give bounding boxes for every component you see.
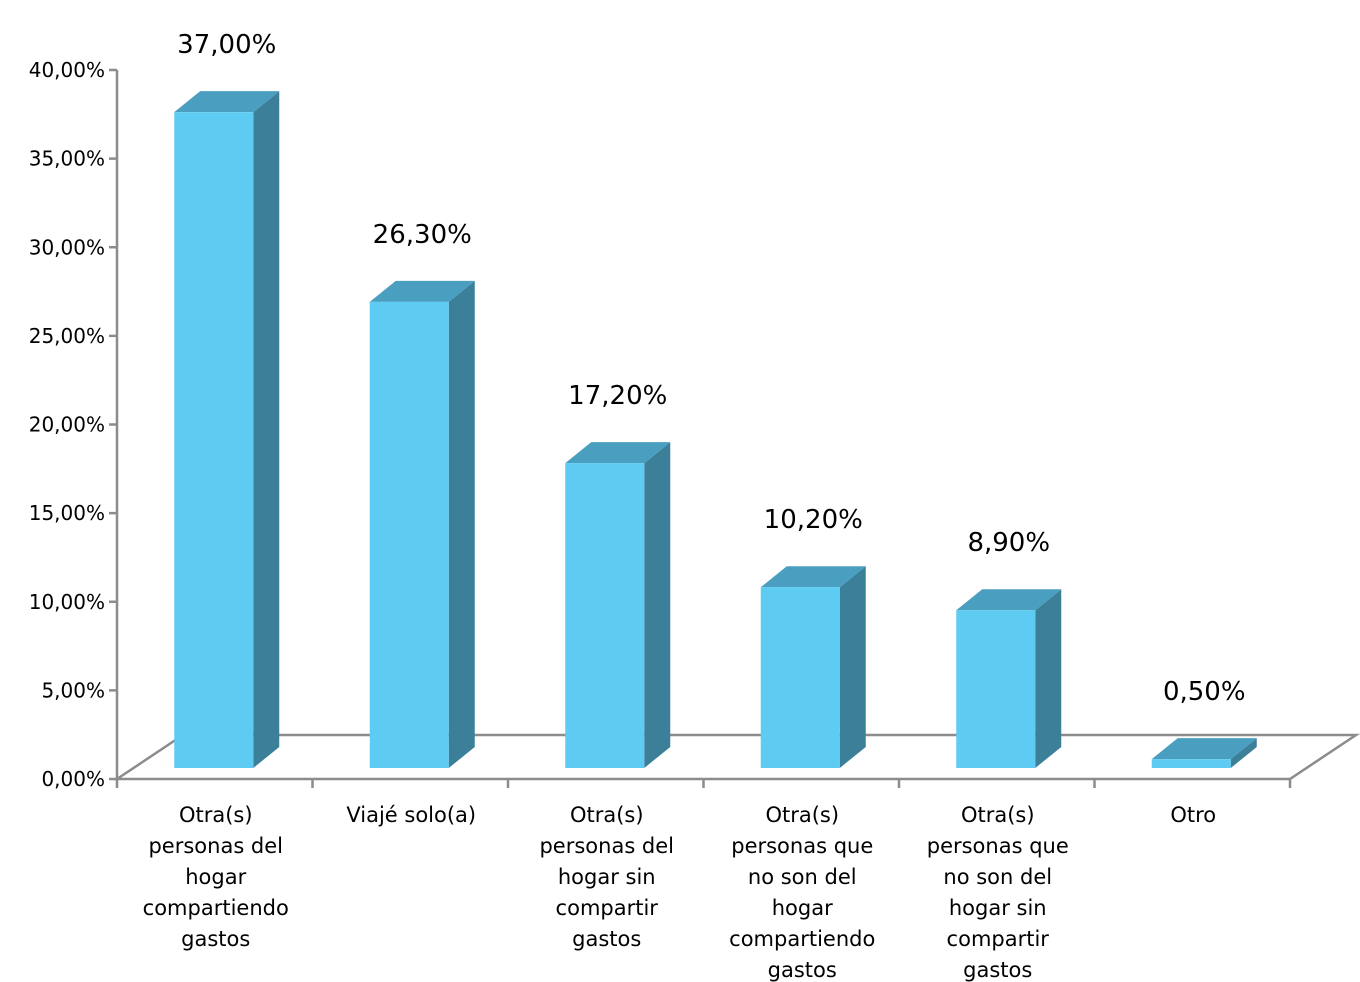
bar-front [369, 301, 449, 768]
bar-side [644, 442, 671, 768]
bar-side [1230, 738, 1257, 768]
category-label: Viajé solo(a) [346, 803, 476, 827]
category-label-line: no son del [943, 865, 1052, 889]
category-label: Otra(s) personas del hogar sin compartir gas… [539, 803, 674, 951]
data-label: 8,90% [967, 528, 1050, 558]
category-label-line: compartir [556, 896, 659, 920]
bar-front [956, 610, 1036, 768]
y-tick-label: 25,00% [29, 324, 105, 348]
bar [565, 442, 671, 768]
bars [174, 91, 1257, 769]
category-label-line: gastos [963, 958, 1032, 982]
y-tick-label: 15,00% [29, 501, 105, 525]
bar-side [839, 566, 866, 768]
bar-side [448, 280, 475, 768]
bar-top [174, 91, 280, 113]
category-label-line: gastos [572, 927, 641, 951]
category-label-line: hogar sin [949, 896, 1047, 920]
data-label: 0,50% [1163, 677, 1246, 707]
category-label-line: Viajé solo(a) [346, 803, 476, 827]
bar-top [369, 280, 475, 302]
category-label-line: hogar [185, 865, 246, 889]
category-label-line: Otro [1170, 803, 1216, 827]
y-tick-label: 35,00% [29, 147, 105, 171]
category-label-line: Otra(s) [570, 803, 644, 827]
category-label-line: personas que [731, 834, 873, 858]
y-tick-label: 0,00% [41, 767, 105, 791]
category-label-line: personas del [539, 834, 674, 858]
category-label-line: Otra(s) [179, 803, 253, 827]
bar [760, 566, 866, 768]
bar [956, 589, 1062, 768]
y-tick-label: 10,00% [29, 590, 105, 614]
category-label: Otra(s) personas del hogar compartiendo gast… [143, 803, 289, 951]
bar-front [174, 112, 254, 769]
category-label-line: Otra(s) [961, 803, 1035, 827]
category-label-line: compartir [947, 927, 1050, 951]
bar-top [956, 589, 1062, 611]
data-label: 17,20% [568, 381, 667, 411]
y-axis: 0,00% 5,00% 10,00% 15,00% 20,00% 25,00% 30,00%… [29, 58, 1292, 791]
category-label-line: hogar sin [558, 865, 656, 889]
category-label-line: gastos [181, 927, 250, 951]
x-axis-categories: Otra(s) personas del hogar compartiendo gast… [143, 803, 1216, 982]
category-label-line: compartiendo [143, 896, 289, 920]
bar-front [1151, 759, 1231, 768]
data-label: 10,20% [764, 505, 863, 535]
data-label: 26,30% [373, 220, 472, 250]
y-tick-label: 20,00% [29, 413, 105, 437]
bar [369, 280, 475, 768]
category-label-line: hogar [772, 896, 833, 920]
bar-top [565, 442, 671, 464]
bar-front [565, 463, 645, 768]
data-labels: 37,00% 26,30% 17,20% 10,20% 8,90% 0,50% [177, 30, 1245, 707]
data-label: 37,00% [177, 30, 276, 60]
category-label-line: personas del [148, 834, 283, 858]
bar-top [760, 566, 866, 588]
category-label-line: gastos [768, 958, 837, 982]
y-tick-label: 5,00% [41, 678, 105, 702]
y-tick-label: 30,00% [29, 235, 105, 259]
bar-front [760, 587, 840, 768]
category-label-line: Otra(s) [765, 803, 839, 827]
bar-top [1151, 738, 1257, 760]
bar-side [1035, 589, 1062, 768]
bar [1151, 738, 1257, 768]
category-label-line: no son del [748, 865, 857, 889]
category-label-line: compartiendo [729, 927, 875, 951]
category-label: Otro [1170, 803, 1216, 827]
category-label: Otra(s) personas que no son del hogar compar… [729, 803, 875, 982]
category-label-line: personas que [927, 834, 1069, 858]
bar-side [253, 91, 280, 769]
y-tick-label: 40,00% [29, 58, 105, 82]
bar [174, 91, 280, 769]
category-label: Otra(s) personas que no son del hogar sin co… [927, 803, 1069, 982]
